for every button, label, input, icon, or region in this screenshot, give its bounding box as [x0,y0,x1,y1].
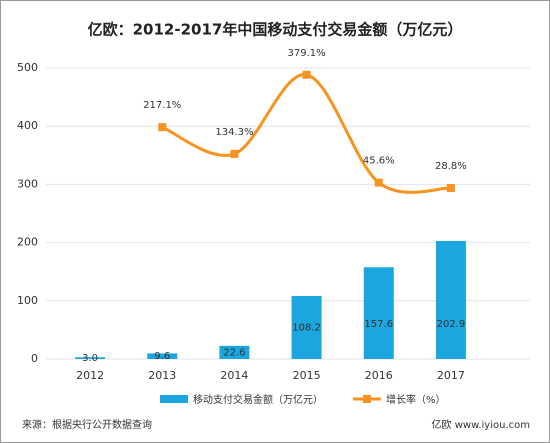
line-value-label: 379.1% [288,48,326,59]
line-marker [446,184,455,193]
bar-value-label: 9.6 [154,351,170,362]
x-tick-label: 2014 [220,369,248,382]
line-value-label: 28.8% [435,161,467,172]
bar [147,353,178,359]
line-value-label: 45.6% [363,156,395,167]
bar-value-label: 3.0 [82,353,98,364]
bar [75,357,106,359]
x-tick-label: 2013 [148,369,176,382]
x-tick-label: 2015 [293,369,321,382]
line-value-label: 217.1% [143,100,181,111]
bar [219,345,250,359]
bar-value-label: 202.9 [437,319,466,330]
bar-value-label: 22.6 [223,347,245,358]
source: 来源：根据央行公开数据查询 [22,418,152,431]
line-marker [374,178,383,187]
y-tick-label: 200 [17,236,38,249]
x-tick-label: 2017 [437,369,465,382]
line-value-label: 134.3% [215,127,253,138]
bar-value-label: 108.2 [292,323,321,334]
bar [435,240,466,359]
y-tick-label: 500 [17,61,38,74]
bar [291,296,322,359]
y-tick-label: 300 [17,177,38,190]
legend-swatch [160,395,188,403]
x-tick-label: 2012 [76,369,104,382]
y-tick-label: 100 [17,294,38,307]
bar-value-label: 157.6 [364,319,393,330]
line-marker [158,123,167,132]
legend-label: 移动支付交易金额（万亿元） [193,393,323,406]
footer: 亿欧 www.iyiou.com [432,418,530,431]
line-marker [230,149,239,158]
legend-label: 增长率（%） [386,393,446,406]
bar [363,267,394,359]
x-tick-label: 2016 [365,369,393,382]
y-tick-label: 0 [31,352,38,365]
legend-swatch [363,395,371,403]
chart-title: 亿欧：2012-2017年中国移动支付交易金额（万亿元） [88,21,463,39]
line-marker [302,70,311,79]
y-tick-label: 400 [17,119,38,132]
